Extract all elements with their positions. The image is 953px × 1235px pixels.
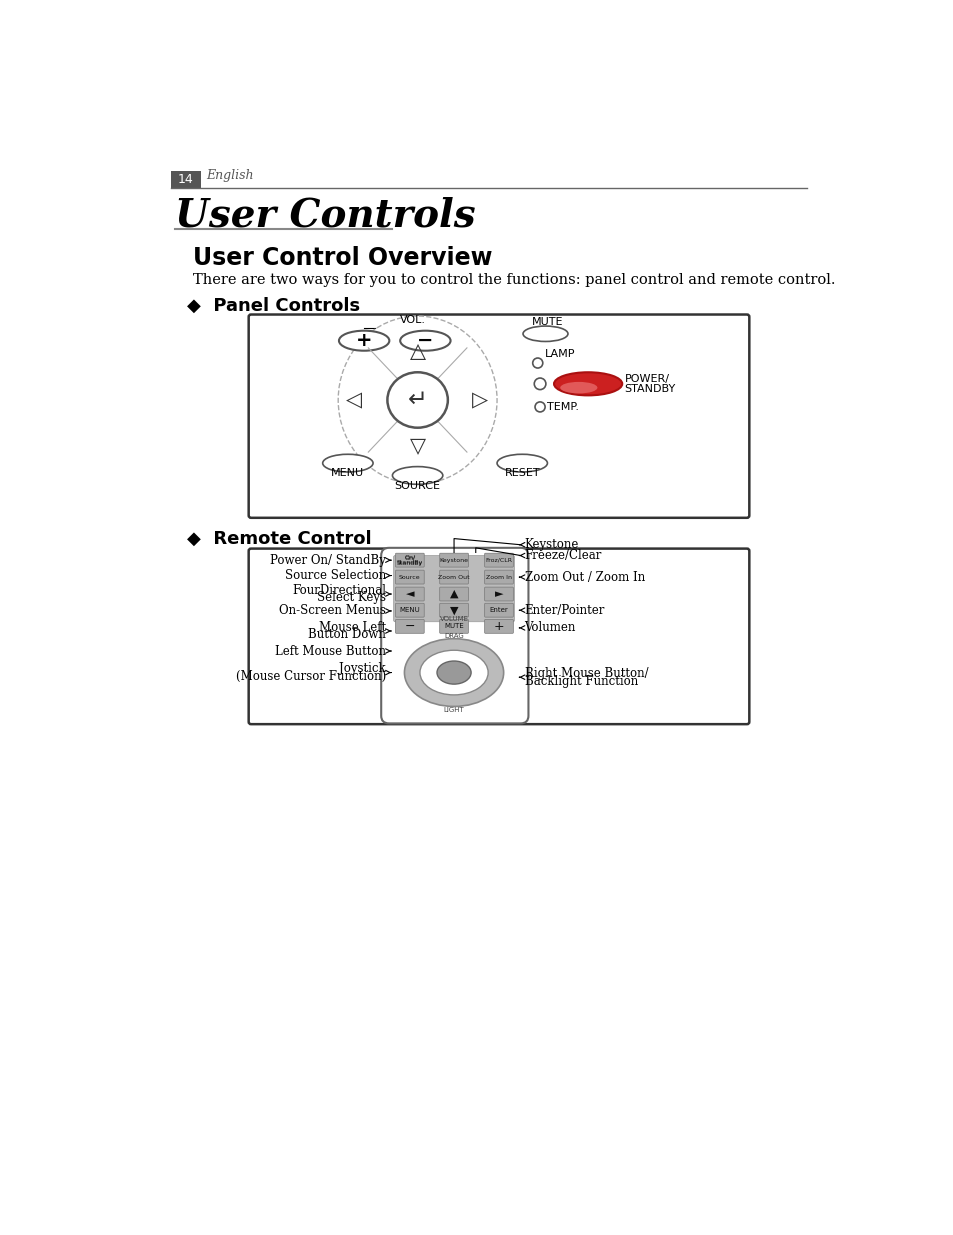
FancyBboxPatch shape	[395, 620, 424, 634]
Text: ◄: ◄	[405, 589, 414, 599]
Text: TEMP.: TEMP.	[546, 401, 578, 412]
Text: Enter/Pointer: Enter/Pointer	[524, 604, 604, 616]
Text: User Control Overview: User Control Overview	[193, 246, 492, 270]
Text: ◆  Panel Controls: ◆ Panel Controls	[187, 298, 360, 315]
Text: Button Down: Button Down	[308, 629, 385, 641]
FancyBboxPatch shape	[439, 571, 468, 584]
Text: Zoom Out: Zoom Out	[437, 574, 470, 579]
FancyBboxPatch shape	[395, 553, 424, 567]
Text: Right Mouse Button/: Right Mouse Button/	[524, 667, 647, 679]
Ellipse shape	[497, 454, 547, 472]
Ellipse shape	[559, 382, 597, 394]
Text: ▷: ▷	[472, 390, 488, 410]
Text: FourDirectional: FourDirectional	[292, 584, 385, 597]
FancyBboxPatch shape	[395, 571, 424, 584]
Ellipse shape	[399, 331, 450, 351]
Text: −: −	[416, 331, 433, 351]
Ellipse shape	[387, 372, 447, 427]
Ellipse shape	[338, 331, 389, 351]
FancyBboxPatch shape	[484, 603, 513, 618]
Text: Zoom In: Zoom In	[485, 574, 512, 579]
Text: DRAG: DRAG	[444, 632, 463, 638]
Ellipse shape	[534, 378, 545, 389]
Text: ▽: ▽	[409, 436, 425, 456]
FancyBboxPatch shape	[484, 553, 513, 567]
FancyBboxPatch shape	[439, 603, 468, 618]
Text: There are two ways for you to control the functions: panel control and remote co: There are two ways for you to control th…	[193, 273, 835, 287]
Text: English: English	[206, 169, 253, 183]
Ellipse shape	[436, 661, 471, 684]
Text: User Controls: User Controls	[174, 196, 476, 235]
Text: LIGHT: LIGHT	[443, 708, 464, 714]
Text: MUTE: MUTE	[444, 624, 463, 630]
Ellipse shape	[535, 401, 544, 412]
FancyBboxPatch shape	[249, 315, 748, 517]
FancyBboxPatch shape	[439, 553, 468, 567]
Text: △: △	[409, 341, 425, 361]
FancyBboxPatch shape	[395, 603, 424, 618]
Ellipse shape	[419, 651, 488, 695]
FancyBboxPatch shape	[484, 571, 513, 584]
Text: RESET: RESET	[504, 468, 539, 478]
Ellipse shape	[392, 467, 442, 484]
FancyBboxPatch shape	[394, 556, 514, 621]
Text: MENU: MENU	[399, 608, 420, 614]
Text: Volumen: Volumen	[524, 621, 576, 635]
Text: MUTE: MUTE	[532, 317, 563, 327]
Ellipse shape	[337, 316, 497, 484]
Text: ►: ►	[495, 589, 503, 599]
Text: ◆  Remote Control: ◆ Remote Control	[187, 530, 372, 547]
FancyBboxPatch shape	[484, 620, 513, 634]
Ellipse shape	[404, 638, 503, 706]
FancyBboxPatch shape	[439, 587, 468, 601]
FancyBboxPatch shape	[249, 548, 748, 724]
Text: (Mouse Cursor Function): (Mouse Cursor Function)	[235, 669, 385, 683]
Text: Joystick: Joystick	[339, 662, 385, 676]
Ellipse shape	[532, 358, 542, 368]
Text: Freeze/Clear: Freeze/Clear	[524, 550, 601, 562]
Ellipse shape	[554, 372, 621, 395]
Text: Backlight Function: Backlight Function	[524, 674, 638, 688]
Text: +: +	[355, 331, 372, 351]
Text: ↵: ↵	[407, 388, 427, 412]
Text: On/: On/	[404, 556, 415, 561]
Text: Source: Source	[398, 574, 420, 579]
Text: MENU: MENU	[331, 468, 364, 478]
Text: On/
StandBy: On/ StandBy	[396, 555, 422, 566]
Text: STANDBY: STANDBY	[624, 384, 675, 394]
Text: VOL.: VOL.	[399, 315, 425, 325]
Text: Mouse Left: Mouse Left	[318, 621, 385, 634]
Text: Select Keys: Select Keys	[316, 592, 385, 604]
Text: Zoom Out / Zoom In: Zoom Out / Zoom In	[524, 571, 644, 584]
Text: ▲: ▲	[449, 589, 457, 599]
Text: Keystone: Keystone	[524, 538, 578, 551]
Text: +: +	[493, 620, 504, 632]
Text: SOURCE: SOURCE	[395, 482, 440, 492]
FancyBboxPatch shape	[381, 548, 528, 724]
Text: VOLUME: VOLUME	[439, 616, 468, 621]
Text: Froz/CLR: Froz/CLR	[485, 558, 512, 563]
Ellipse shape	[322, 454, 373, 472]
Text: Keystone: Keystone	[439, 558, 468, 563]
Text: Enter: Enter	[489, 608, 508, 614]
Text: StandBy: StandBy	[396, 559, 422, 564]
Text: On-Screen Menus: On-Screen Menus	[278, 604, 385, 618]
FancyBboxPatch shape	[395, 587, 424, 601]
Text: ▼: ▼	[449, 605, 457, 615]
Text: Power On/ StandBy: Power On/ StandBy	[270, 553, 385, 567]
Text: 14: 14	[178, 173, 193, 186]
Text: ◁: ◁	[346, 390, 362, 410]
Text: Source Selection: Source Selection	[284, 569, 385, 582]
Text: LAMP: LAMP	[544, 348, 575, 359]
FancyBboxPatch shape	[484, 587, 513, 601]
FancyBboxPatch shape	[439, 620, 468, 634]
Text: POWER/: POWER/	[624, 374, 669, 384]
Bar	[171, 172, 200, 188]
Ellipse shape	[522, 326, 567, 341]
Text: −: −	[404, 620, 415, 632]
Text: Left Mouse Button: Left Mouse Button	[274, 645, 385, 657]
